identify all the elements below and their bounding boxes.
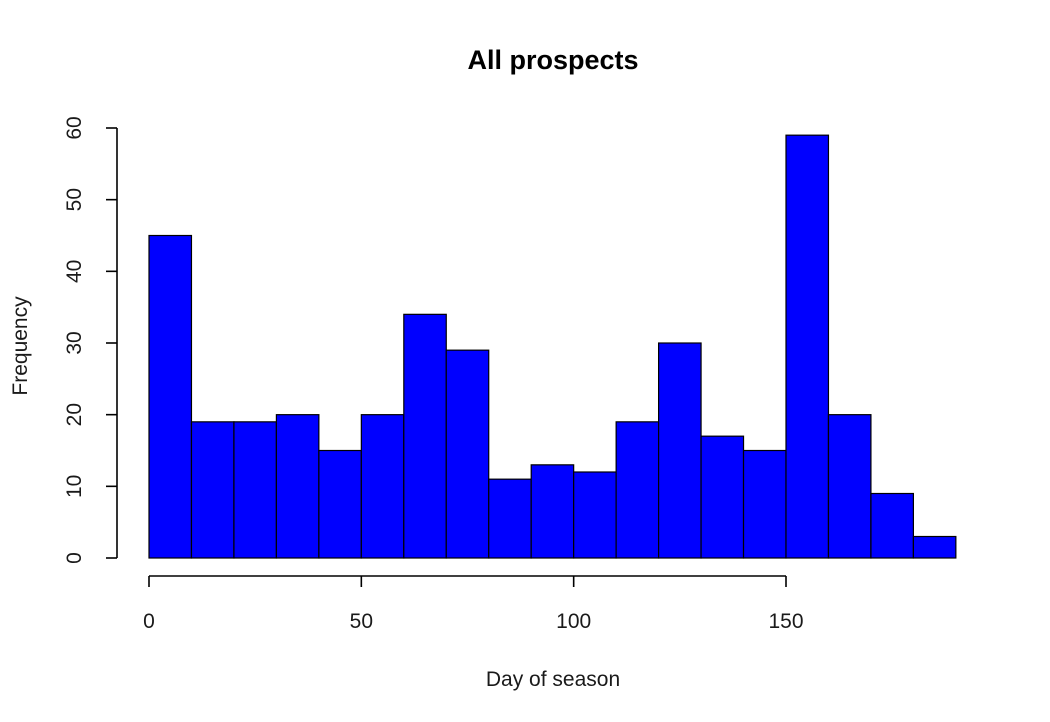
histogram-bar-100-110 (573, 471, 617, 559)
y-tick-label-30: 30 (63, 331, 86, 354)
histogram-bar-150-160 (785, 134, 830, 559)
histogram-bar-20-30 (233, 421, 278, 559)
bars-group (148, 134, 957, 559)
y-tick-label-10: 10 (63, 475, 86, 498)
x-tick-label-150: 150 (768, 610, 803, 633)
histogram-bar-10-20 (190, 421, 235, 559)
histogram-bar-80-90 (488, 478, 532, 559)
chart-title: All prospects (467, 45, 638, 75)
x-tick-label-0: 0 (143, 610, 155, 633)
x-tick-label-100: 100 (556, 610, 591, 633)
histogram-bar-120-130 (657, 342, 702, 559)
x-axis-label: Day of season (486, 668, 620, 691)
histogram-bar-0-10 (148, 234, 193, 559)
y-axis-label: Frequency (9, 296, 32, 396)
y-tick-label-50: 50 (63, 188, 86, 211)
y-tick-label-0: 0 (63, 552, 86, 564)
y-tick-label-40: 40 (63, 260, 86, 283)
histogram-bar-180-190 (912, 535, 957, 559)
histogram-bar-140-150 (742, 449, 787, 559)
y-tick-label-60: 60 (63, 116, 86, 139)
histogram-bar-110-120 (615, 421, 660, 559)
histogram-bar-70-80 (445, 349, 490, 559)
histogram-bar-30-40 (275, 414, 320, 559)
histogram-bar-170-180 (870, 492, 915, 559)
histogram-bar-60-70 (403, 313, 447, 559)
histogram-bar-50-60 (360, 414, 405, 559)
histogram-bar-160-170 (827, 414, 872, 559)
y-axis: 0 10 20 30 40 50 60 (63, 116, 118, 564)
x-tick-label-50: 50 (350, 610, 373, 633)
y-tick-label-20: 20 (63, 403, 86, 426)
x-axis: 0 50 100 150 (143, 575, 804, 633)
histogram-bar-130-140 (700, 435, 745, 559)
histogram-bar-90-100 (530, 464, 575, 559)
histogram-bar-40-50 (318, 449, 362, 559)
